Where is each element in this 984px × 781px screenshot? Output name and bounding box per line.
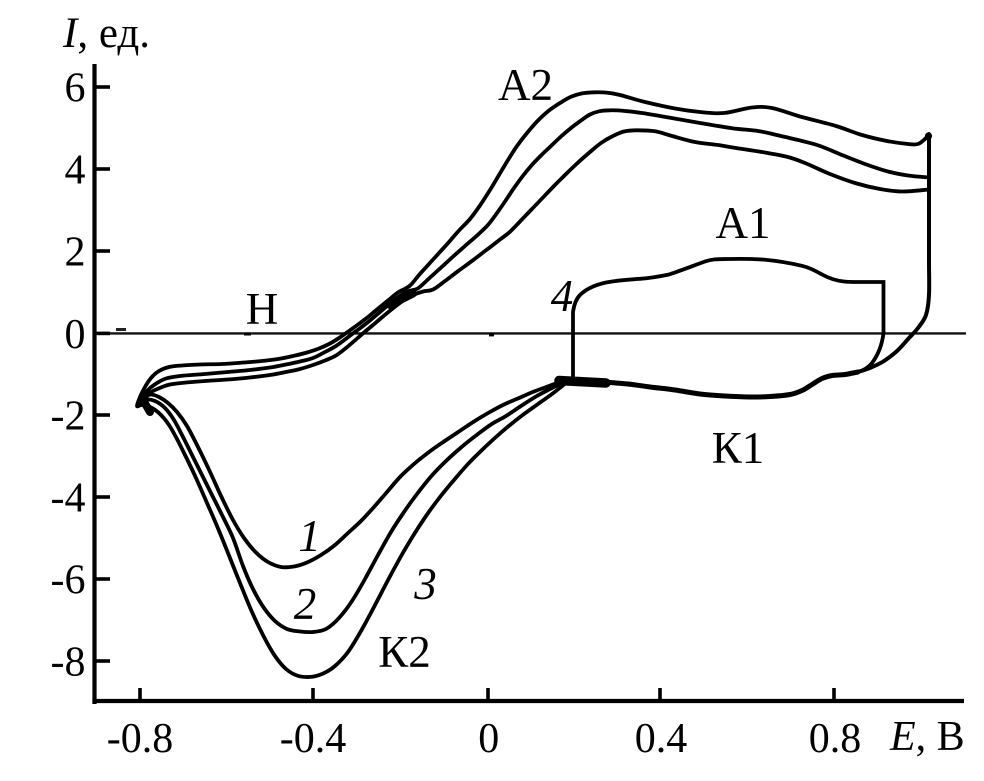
svg-text:4: 4 bbox=[551, 271, 574, 321]
svg-text:-0.8: -0.8 bbox=[107, 716, 174, 762]
svg-text:-4: -4 bbox=[51, 476, 86, 522]
svg-text:1: 1 bbox=[298, 511, 321, 561]
svg-text:-0.4: -0.4 bbox=[280, 716, 347, 762]
svg-text:0.8: 0.8 bbox=[809, 716, 862, 762]
svg-text:3: 3 bbox=[413, 559, 437, 609]
svg-text:I, ед.: I, ед. bbox=[62, 10, 150, 57]
svg-text:0: 0 bbox=[65, 312, 86, 358]
svg-text:0.4: 0.4 bbox=[635, 716, 688, 762]
svg-text:-8: -8 bbox=[51, 640, 86, 686]
svg-text:К1: К1 bbox=[712, 423, 765, 473]
svg-text:2: 2 bbox=[65, 230, 86, 276]
svg-text:6: 6 bbox=[65, 66, 86, 112]
svg-text:4: 4 bbox=[65, 148, 86, 194]
svg-text:К2: К2 bbox=[378, 627, 431, 677]
svg-text:2: 2 bbox=[294, 579, 317, 629]
svg-text:-6: -6 bbox=[51, 558, 86, 604]
svg-text:А2: А2 bbox=[498, 60, 553, 110]
svg-text:0: 0 bbox=[478, 716, 499, 762]
svg-text:А1: А1 bbox=[716, 198, 771, 248]
svg-text:-2: -2 bbox=[51, 394, 86, 440]
svg-text:E, В: E, В bbox=[889, 714, 965, 760]
svg-text:Н: Н bbox=[246, 284, 279, 334]
